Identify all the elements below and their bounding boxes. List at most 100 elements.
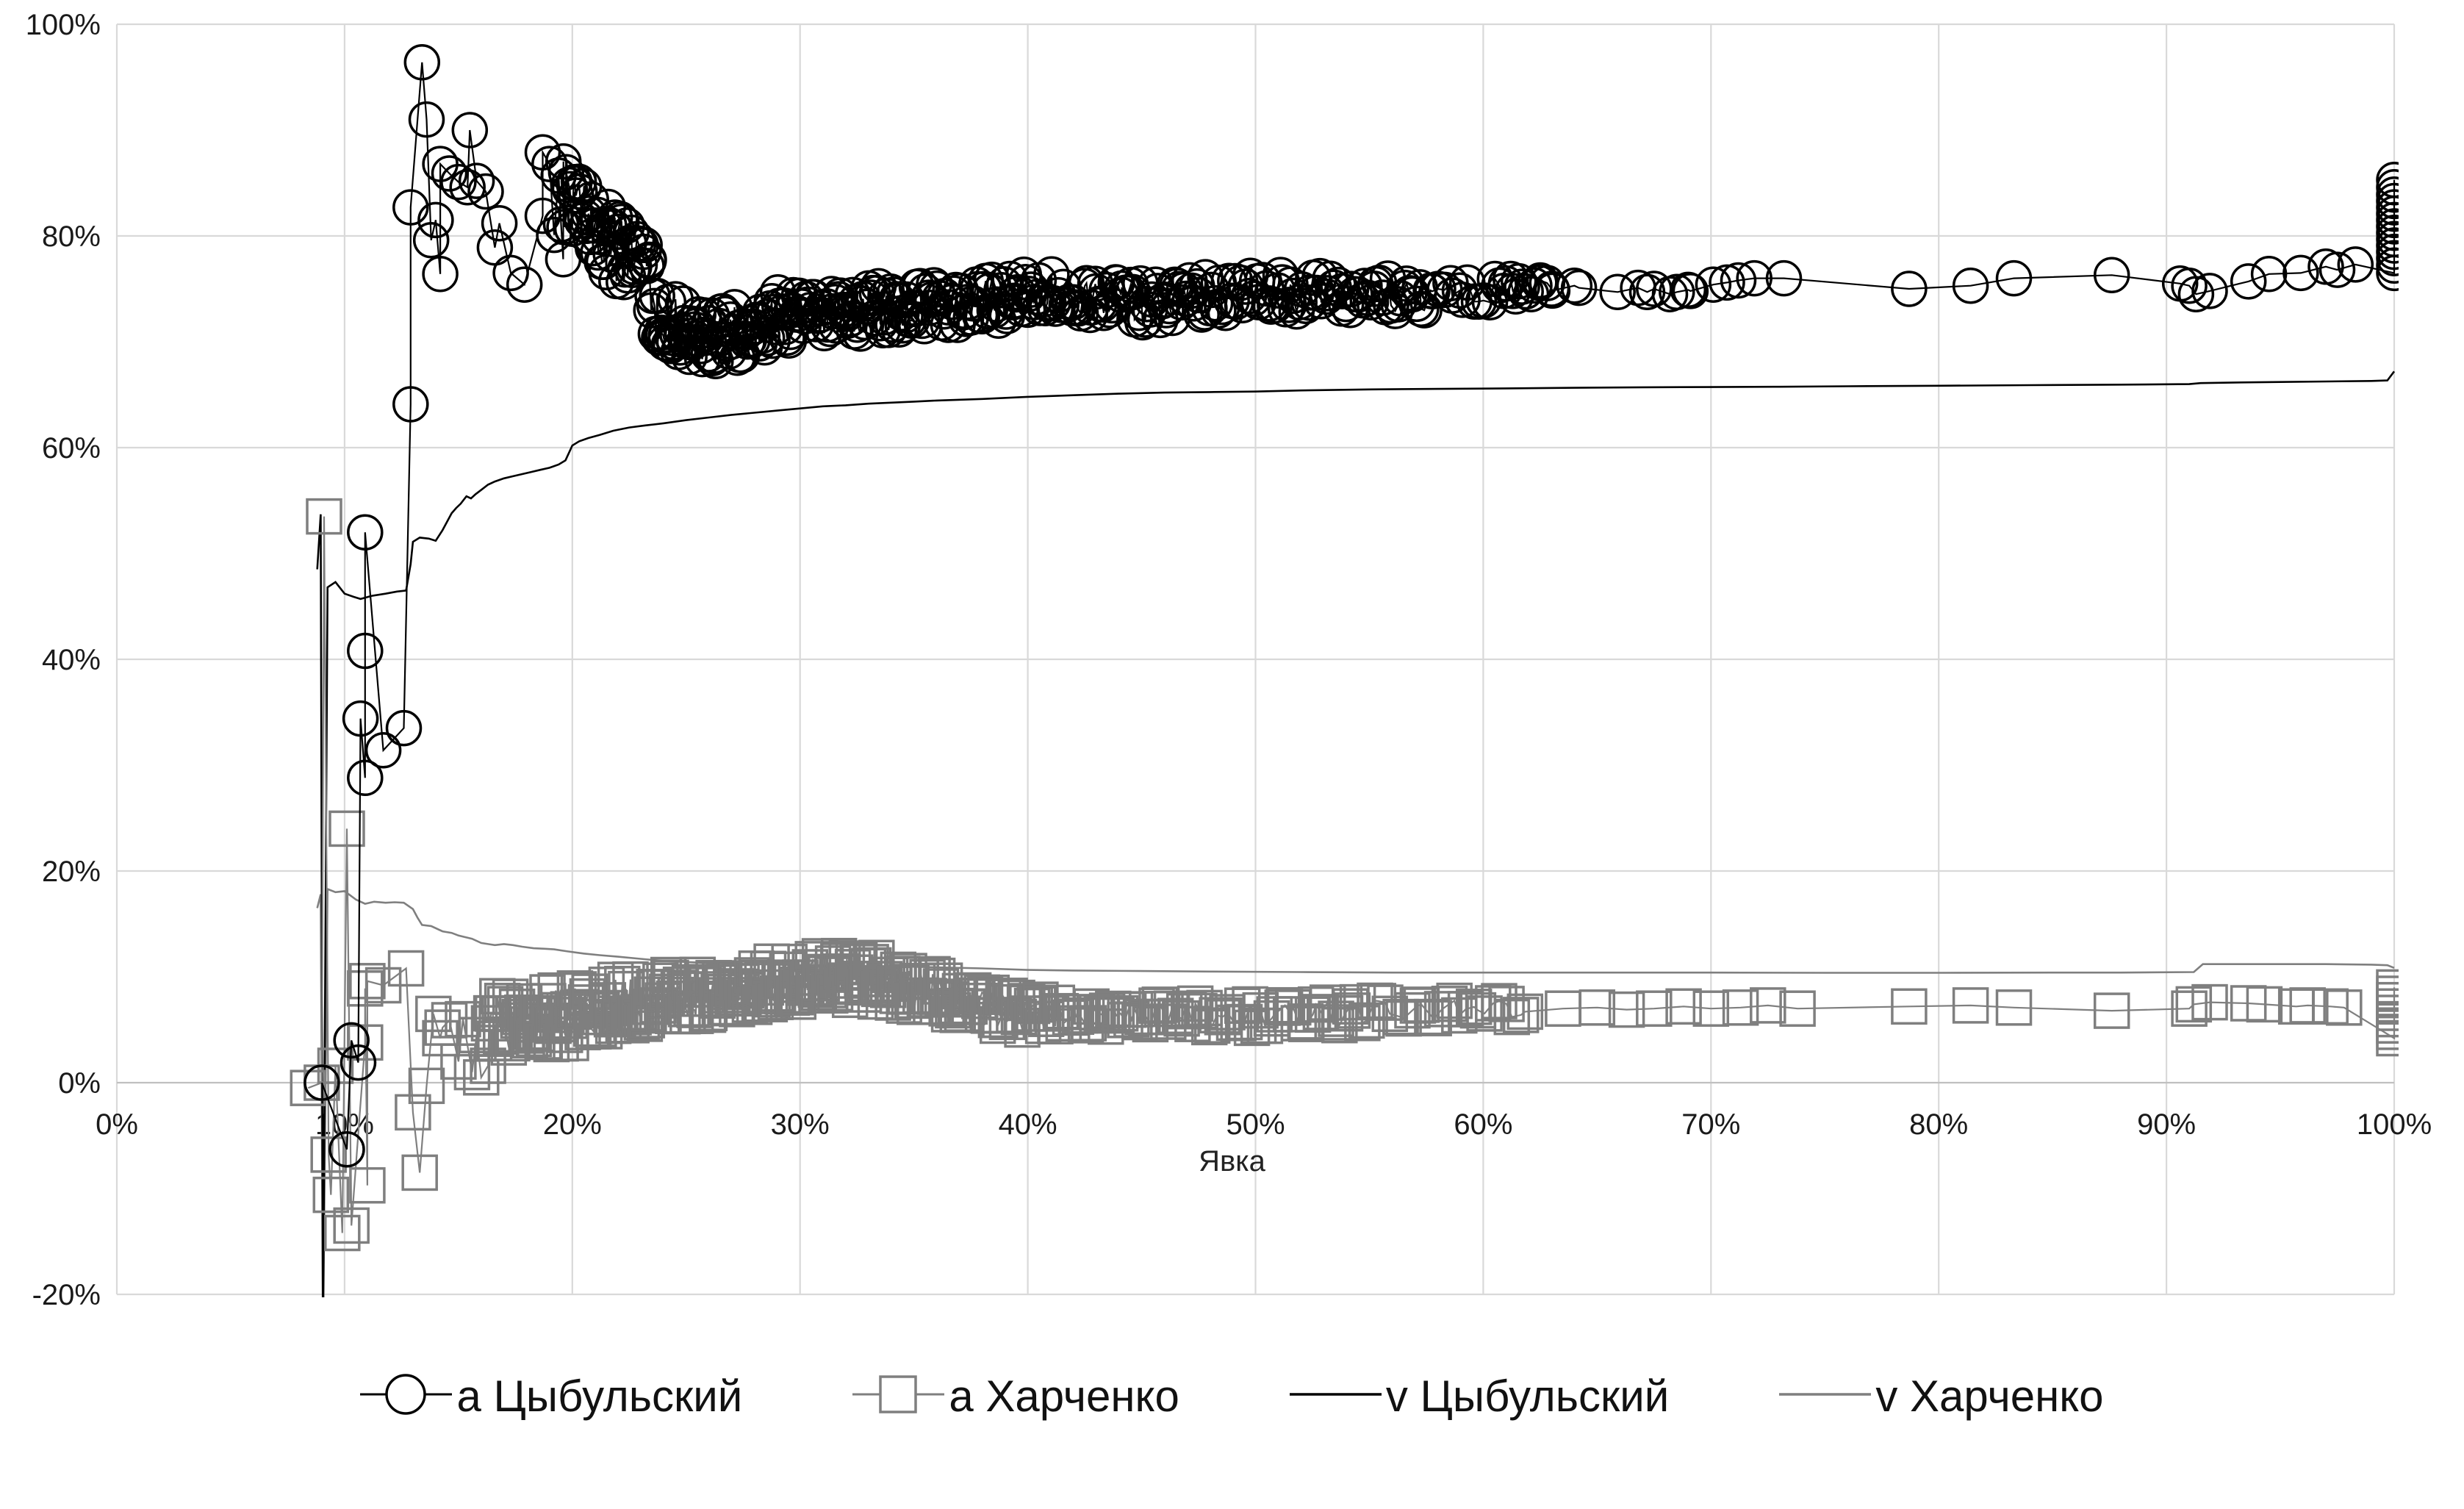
data-point-circle — [2177, 276, 2215, 312]
data-point-square — [1294, 996, 1332, 1033]
data-point-circle — [449, 169, 486, 206]
data-point-circle — [431, 155, 468, 192]
data-point-square — [333, 1207, 370, 1244]
data-point-square — [1193, 1007, 1231, 1044]
y-tick-label: 80% — [42, 221, 101, 253]
data-point-circle — [328, 1130, 365, 1168]
data-point-square — [966, 975, 1004, 1013]
data-point-square — [1779, 990, 1816, 1027]
black-line-icon — [1289, 1369, 1382, 1424]
data-point-circle — [440, 163, 477, 201]
data-point-square — [1302, 994, 1340, 1031]
series-layer — [290, 44, 2399, 1297]
series-line — [316, 887, 2395, 1297]
x-tick-labels: 0% 10% 20% 30% 40% 50% 60% 70% 80% 90% 100% — [96, 1108, 2432, 1141]
y-tick-label: 100% — [26, 9, 101, 41]
data-point-circle — [2191, 273, 2228, 309]
legend: а Цыбульский а Харченко v Цыбульский — [0, 1369, 2464, 1424]
data-point-square — [2326, 989, 2363, 1026]
data-point-square — [1113, 1001, 1150, 1038]
data-point-circle — [1765, 259, 1803, 297]
x-tick-label: 0% — [96, 1108, 138, 1141]
square-marker-icon — [852, 1369, 945, 1424]
data-point-circle — [1287, 287, 1324, 324]
data-point-circle — [1709, 264, 1745, 301]
data-point-square — [347, 1024, 384, 1061]
data-point-square — [328, 810, 365, 847]
data-point-circle — [303, 1064, 340, 1101]
data-point-circle — [422, 256, 459, 293]
data-point-circle — [1891, 270, 1928, 307]
data-point-circle — [1534, 272, 1571, 309]
y-tick-labels: 100% 80% 60% 40% 20% 0% -20% — [26, 9, 101, 1311]
data-point-circle — [2250, 256, 2288, 293]
data-point-square — [1722, 989, 1759, 1026]
data-point-circle — [1235, 280, 1272, 317]
data-point-circle — [1628, 273, 1666, 311]
data-point-circle — [2230, 263, 2267, 300]
data-point-square — [2171, 990, 2208, 1027]
data-point-square — [1665, 988, 1702, 1025]
legend-label: v Харченко — [1875, 1372, 2104, 1421]
marker-series — [290, 498, 2399, 1252]
data-point-circle — [2282, 254, 2319, 292]
data-point-circle — [1599, 273, 1636, 311]
data-point-circle — [1444, 282, 1481, 318]
data-point-circle — [2376, 161, 2399, 198]
data-point-square — [1506, 993, 1544, 1031]
y-tick-label: 40% — [42, 644, 101, 676]
data-point-square — [1394, 992, 1431, 1029]
data-point-circle — [1720, 262, 1757, 299]
data-point-circle — [1560, 269, 1598, 307]
data-point-square — [959, 978, 996, 1015]
data-point-circle — [364, 732, 402, 769]
data-point-square — [310, 1136, 347, 1173]
data-point-square — [1995, 989, 2033, 1026]
x-tick-label: 60% — [1454, 1108, 1512, 1141]
data-point-circle — [754, 322, 791, 359]
series-line — [307, 516, 2396, 1233]
data-point-circle — [342, 700, 379, 737]
data-point-square — [312, 1176, 350, 1214]
legend-item-a-kharchenko: а Харченко — [852, 1369, 1179, 1424]
x-tick-label: 30% — [771, 1108, 830, 1141]
data-point-circle — [1995, 259, 2033, 297]
data-point-circle — [531, 146, 568, 182]
data-point-square — [347, 970, 384, 1007]
data-point-circle — [1695, 266, 1732, 303]
data-point-square — [1102, 994, 1139, 1032]
data-point-circle — [467, 173, 504, 210]
data-point-circle — [2093, 257, 2130, 294]
data-point-square — [2376, 969, 2399, 1006]
data-point-circle — [639, 277, 675, 315]
data-point-circle — [1556, 267, 1593, 304]
data-point-circle — [1183, 296, 1220, 333]
x-tick-label: 90% — [2137, 1108, 2196, 1141]
data-point-square — [1692, 990, 1730, 1027]
data-point-circle — [347, 759, 384, 797]
data-point-circle — [1736, 259, 1772, 297]
data-point-square — [401, 1154, 438, 1191]
data-point-square — [1436, 982, 1473, 1019]
marker-series — [303, 44, 2399, 1168]
data-point-circle — [408, 101, 445, 138]
x-tick-label: 20% — [543, 1108, 602, 1141]
data-point-circle — [1494, 273, 1531, 309]
data-point-square — [1466, 995, 1503, 1032]
x-axis-title: Явка — [1199, 1145, 1265, 1178]
x-tick-label: 80% — [1909, 1108, 1968, 1141]
data-point-circle — [589, 188, 627, 226]
data-point-circle — [417, 201, 454, 239]
gridlines — [115, 23, 2396, 1296]
x-tick-label: 100% — [2357, 1108, 2432, 1141]
data-point-circle — [506, 266, 543, 303]
circle-marker-icon — [360, 1369, 453, 1424]
data-point-circle — [1516, 267, 1553, 304]
data-point-square — [387, 950, 425, 987]
data-point-square — [1578, 989, 1616, 1026]
data-point-circle — [403, 44, 441, 81]
legend-label: v Цыбульский — [1385, 1372, 1670, 1421]
x-tick-label: 50% — [1226, 1108, 1285, 1141]
data-point-square — [1636, 990, 1673, 1027]
